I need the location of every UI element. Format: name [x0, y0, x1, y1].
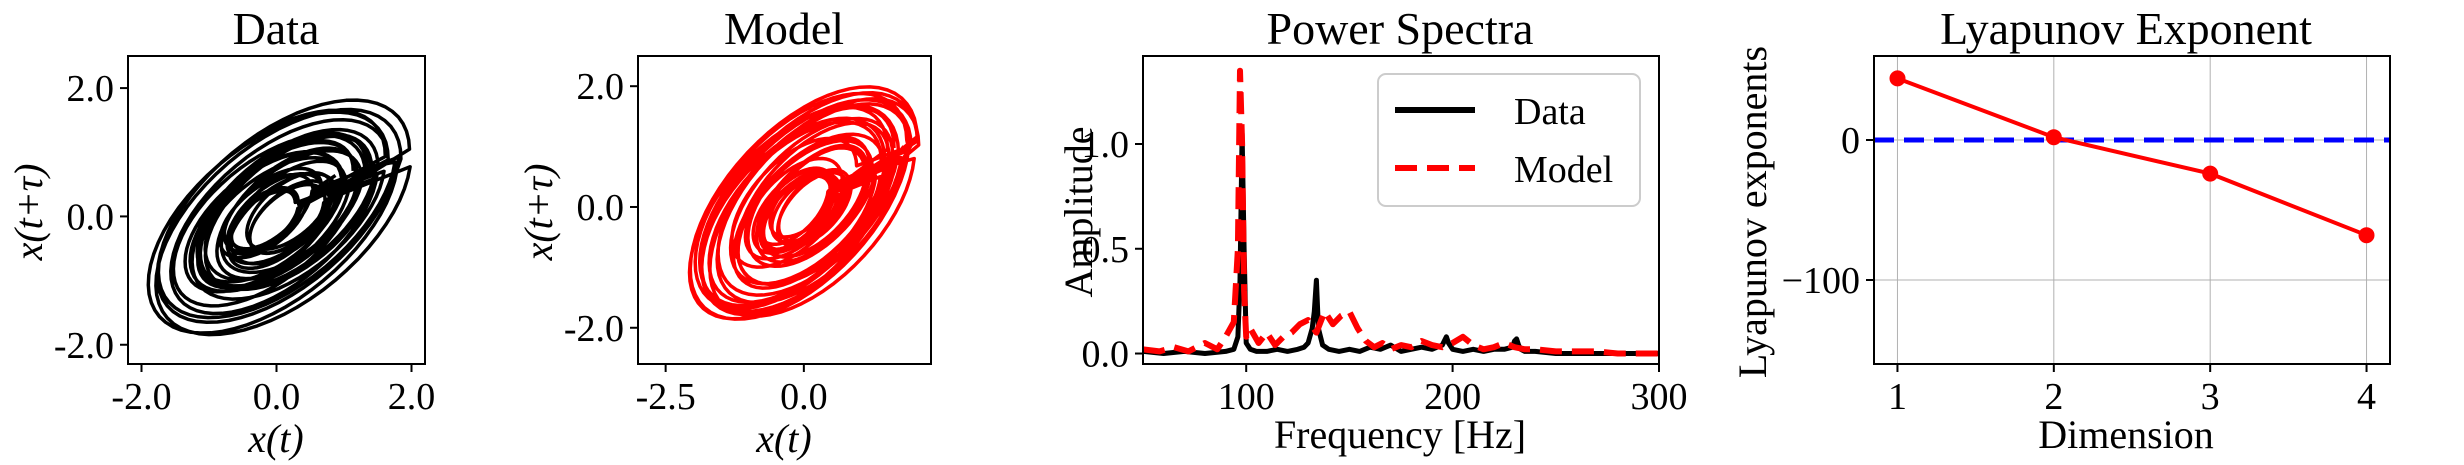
panel4-frame	[1873, 55, 2391, 365]
panel3-frame	[1142, 55, 1660, 365]
attractor-trace	[146, 98, 412, 337]
p3-xtick-label: 100	[1218, 376, 1275, 418]
panel3-legend: Data Model	[1377, 73, 1641, 207]
panel2-ticks: -2.5 0.0 -2.0 0.0 2.0	[564, 66, 828, 418]
p3-ytick-label: 0.5	[1082, 229, 1130, 271]
panel4-title: Lyapunov Exponent	[1940, 3, 2312, 54]
panel1-xlabel: x(t)	[247, 416, 304, 461]
lyapunov-point	[2358, 227, 2375, 244]
p1-ytick-label: 2.0	[67, 68, 115, 110]
p4-ytick-label: −100	[1782, 260, 1860, 302]
panel2-ylabel: x(t+τ)	[516, 164, 561, 262]
p1-xtick-label: 2.0	[388, 376, 436, 418]
p3-xtick-label: 300	[1631, 376, 1688, 418]
spectrum-line-model	[1142, 67, 1659, 357]
panel-lyapunov-exponent: Lyapunov Exponent Dimension Lyapunov exp…	[1730, 3, 2391, 457]
p1-ytick-label: -2.0	[54, 325, 114, 367]
p1-ytick-label: 0.0	[67, 196, 115, 238]
panel3-ticks: 100 200 300 0.0 0.5 1.0	[1082, 124, 1688, 418]
panel4-ylabel: Lyapunov exponents	[1730, 46, 1775, 378]
panel4-ticks: 1 2 3 4 0 −100	[1782, 120, 2376, 418]
p4-ytick-label: 0	[1841, 120, 1860, 162]
panel-power-spectra: Power Spectra Frequency [Hz] Amplitude 1…	[1056, 3, 1688, 457]
panel1-ticks: -2.0 0.0 2.0 -2.0 0.0 2.0	[54, 68, 435, 418]
panel4-xlabel: Dimension	[2038, 412, 2214, 457]
legend-data-label: Data	[1514, 91, 1586, 133]
panel2-trace	[687, 85, 921, 321]
p2-xtick-label: 0.0	[780, 376, 828, 418]
panel4-series	[1874, 70, 2390, 244]
panel-model-phase-portrait: Model x(t) x(t+τ) -2.5 0.0 -2.0 0.0 2.0	[516, 3, 932, 461]
panel3-xlabel: Frequency [Hz]	[1274, 412, 1526, 457]
panel1-frame	[127, 55, 426, 365]
panel2-title: Model	[724, 3, 844, 54]
p2-ytick-label: -2.0	[564, 308, 624, 350]
panel1-title: Data	[233, 3, 320, 54]
panel2-xlabel: x(t)	[755, 416, 812, 461]
attractor-trace	[687, 85, 921, 321]
p4-xtick-label: 2	[2044, 376, 2063, 418]
p4-xtick-label: 4	[2357, 376, 2376, 418]
panel1-ylabel: x(t+τ)	[6, 164, 51, 262]
panel2-frame	[637, 55, 932, 365]
panel4-grid	[1874, 56, 2390, 364]
panel3-ylabel: Amplitude	[1056, 126, 1101, 297]
lyapunov-point	[2202, 165, 2219, 182]
panel-data-phase-portrait: Data x(t) x(t+τ) -2.0 0.0 2.0 -2.0 0.0 2.0	[6, 3, 435, 461]
panel3-title: Power Spectra	[1267, 3, 1534, 54]
p3-xtick-label: 200	[1424, 376, 1481, 418]
legend-model-label: Model	[1514, 149, 1613, 191]
p2-ytick-label: 2.0	[577, 66, 625, 108]
p1-xtick-label: 0.0	[253, 376, 301, 418]
lyapunov-point	[2045, 129, 2062, 146]
p3-ytick-label: 0.0	[1082, 334, 1130, 376]
panel3-series	[1142, 67, 1659, 357]
p3-ytick-label: 1.0	[1082, 124, 1130, 166]
p2-ytick-label: 0.0	[577, 187, 625, 229]
p1-xtick-label: -2.0	[111, 376, 171, 418]
p4-xtick-label: 1	[1888, 376, 1907, 418]
lyapunov-line	[1896, 76, 2368, 238]
p2-xtick-label: -2.5	[636, 376, 696, 418]
p4-xtick-label: 3	[2201, 376, 2220, 418]
panel1-trace	[146, 98, 412, 337]
lyapunov-point	[1889, 70, 1906, 87]
